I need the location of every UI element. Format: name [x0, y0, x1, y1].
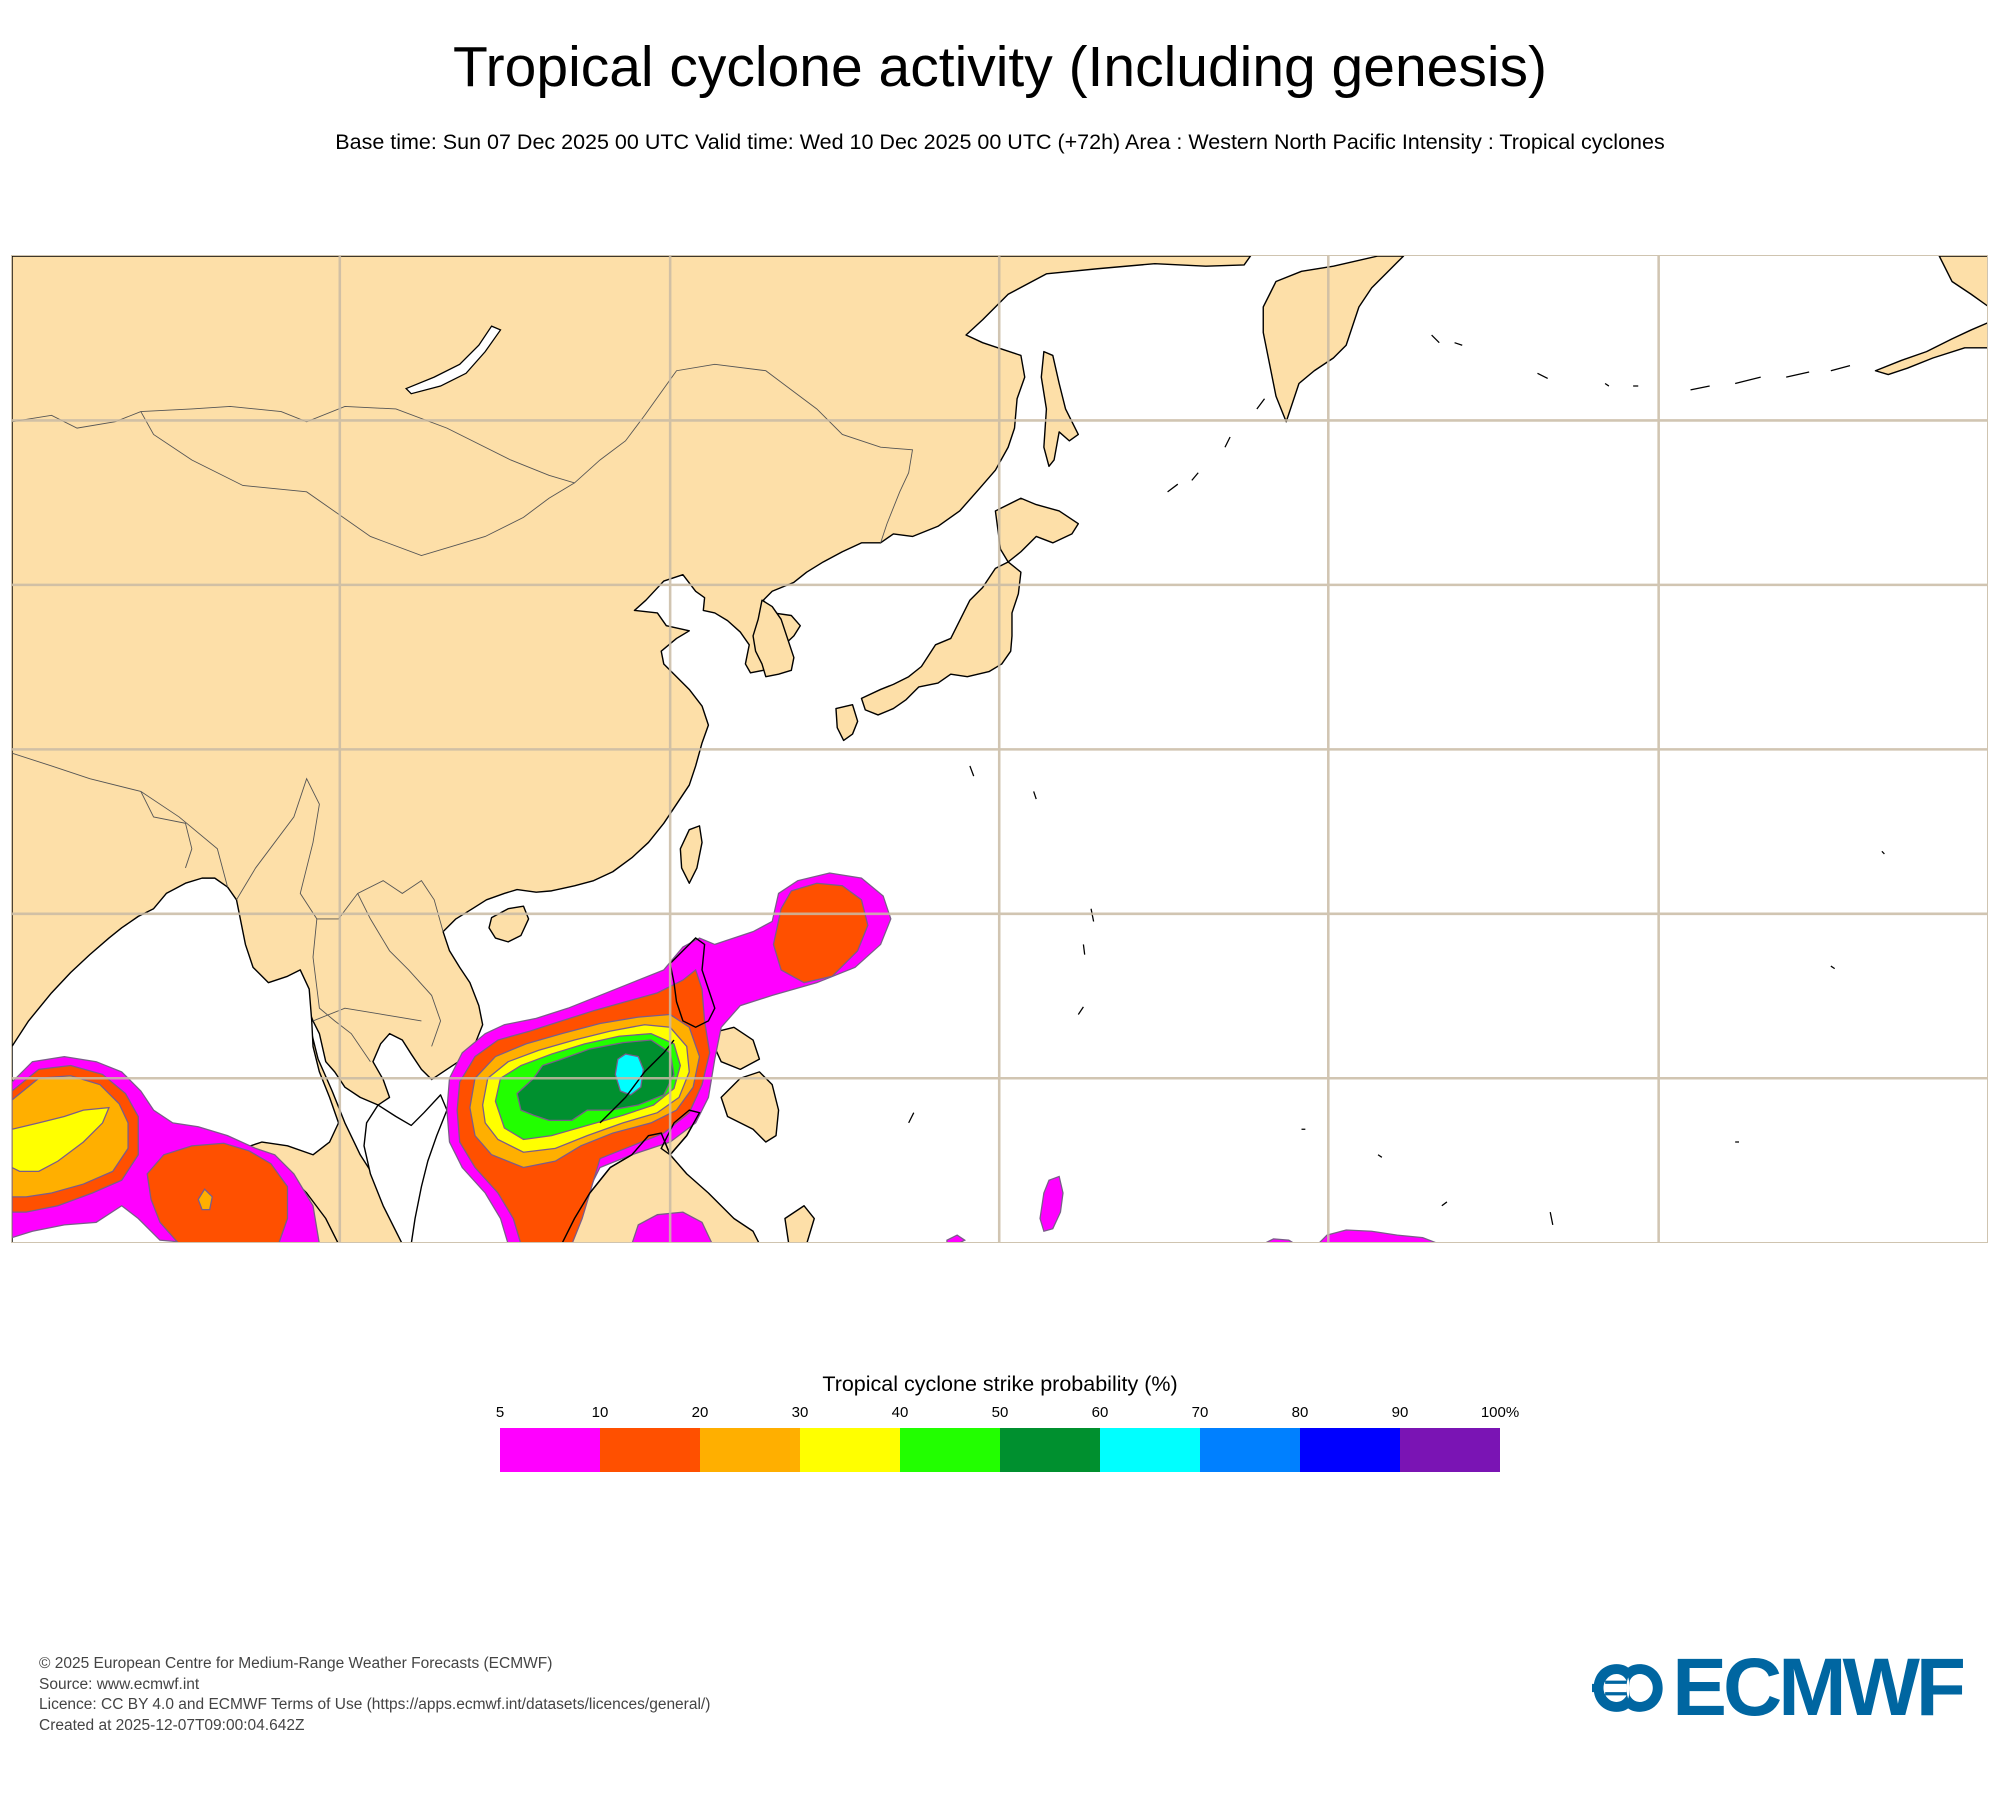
legend-swatch-50-60 — [1000, 1428, 1100, 1472]
japan-kyushu — [835, 704, 859, 742]
legend-tick: 20 — [691, 1404, 709, 1421]
legend-swatch-40-50 — [900, 1428, 1000, 1472]
contour-5-celebes — [631, 1211, 713, 1242]
legend-tick: 80 — [1291, 1404, 1309, 1421]
contour-5-micronesia-2 — [946, 1234, 967, 1242]
japan-honshu — [860, 561, 1022, 716]
japan-hokkaido — [994, 497, 1080, 563]
legend-colorbar — [500, 1428, 1500, 1472]
contour-60 — [614, 1053, 645, 1096]
graticule — [12, 256, 1987, 1242]
legend-swatch-90-100 — [1400, 1428, 1500, 1472]
contour-10b — [772, 882, 869, 984]
legend-tick: 60 — [1091, 1404, 1109, 1421]
legend-tick: 100% — [1480, 1404, 1520, 1421]
legend-title: Tropical cyclone strike probability (%) — [822, 1372, 1178, 1396]
footer-source: Source: www.ecmwf.int — [39, 1675, 200, 1693]
legend-swatch-10-20 — [600, 1428, 700, 1472]
legend-swatch-70-80 — [1200, 1428, 1300, 1472]
legend-swatch-30-40 — [800, 1428, 900, 1472]
legend-tick-labels: 5 10 20 30 40 50 60 70 80 90 100% — [496, 1404, 1519, 1424]
ecmwf-logo-icon — [1592, 1664, 1663, 1712]
chart-subtitle: Base time: Sun 07 Dec 2025 00 UTC Valid … — [335, 130, 1665, 154]
legend-tick: 10 — [591, 1404, 609, 1421]
footer-credits: © 2025 European Centre for Medium-Range … — [39, 1654, 710, 1736]
visayas-islands — [707, 1026, 761, 1071]
contour-5-marshall — [1319, 1229, 1436, 1242]
legend-swatch-80-90 — [1300, 1428, 1400, 1472]
legend-tick: 30 — [791, 1404, 809, 1421]
sulawesi-island — [784, 1205, 815, 1242]
gulf-of-thailand — [363, 1094, 448, 1242]
sakhalin-island — [1040, 350, 1080, 468]
legend-tick: 40 — [891, 1404, 909, 1421]
contour-5-micronesia-3 — [1265, 1238, 1294, 1242]
hainan-island — [488, 905, 530, 943]
ecmwf-logo: ECMWF — [1592, 1642, 1966, 1733]
map-panel[interactable] — [11, 255, 1988, 1243]
country-borders — [12, 363, 914, 1062]
lake-baikal — [404, 325, 502, 395]
contour-10-andaman — [146, 1142, 289, 1242]
taiwan-island — [679, 825, 703, 884]
korean-peninsula — [752, 599, 795, 678]
footer-licence: Licence: CC BY 4.0 and ECMWF Terms of Us… — [39, 1696, 711, 1713]
ecmwf-logo-text: ECMWF — [1672, 1642, 1966, 1733]
chart-title: Tropical cyclone activity (Including gen… — [452, 35, 1548, 99]
alaska-peninsula — [1874, 322, 1987, 376]
legend-tick: 90 — [1391, 1404, 1409, 1421]
footer-created: Created at 2025-12-07T09:00:04.642Z — [39, 1716, 305, 1734]
coastlines-overlay — [561, 937, 716, 1242]
legend-tick: 50 — [991, 1404, 1009, 1421]
legend-swatch-5-10 — [500, 1428, 600, 1472]
map-canvas — [12, 256, 1987, 1242]
contour-5-micronesia-1 — [1039, 1175, 1064, 1233]
alaska-mainland — [1938, 256, 1987, 307]
contour-30-west — [12, 1106, 110, 1172]
contour-20-andaman — [197, 1188, 213, 1211]
legend-tick: 5 — [495, 1404, 505, 1421]
footer-copyright: © 2025 European Centre for Medium-Range … — [39, 1655, 553, 1672]
legend-swatch-20-30 — [700, 1428, 800, 1472]
kamchatka-peninsula — [1262, 256, 1405, 423]
mindanao-island — [720, 1071, 780, 1143]
legend-tick: 70 — [1191, 1404, 1209, 1421]
legend-swatch-60-70 — [1100, 1428, 1200, 1472]
